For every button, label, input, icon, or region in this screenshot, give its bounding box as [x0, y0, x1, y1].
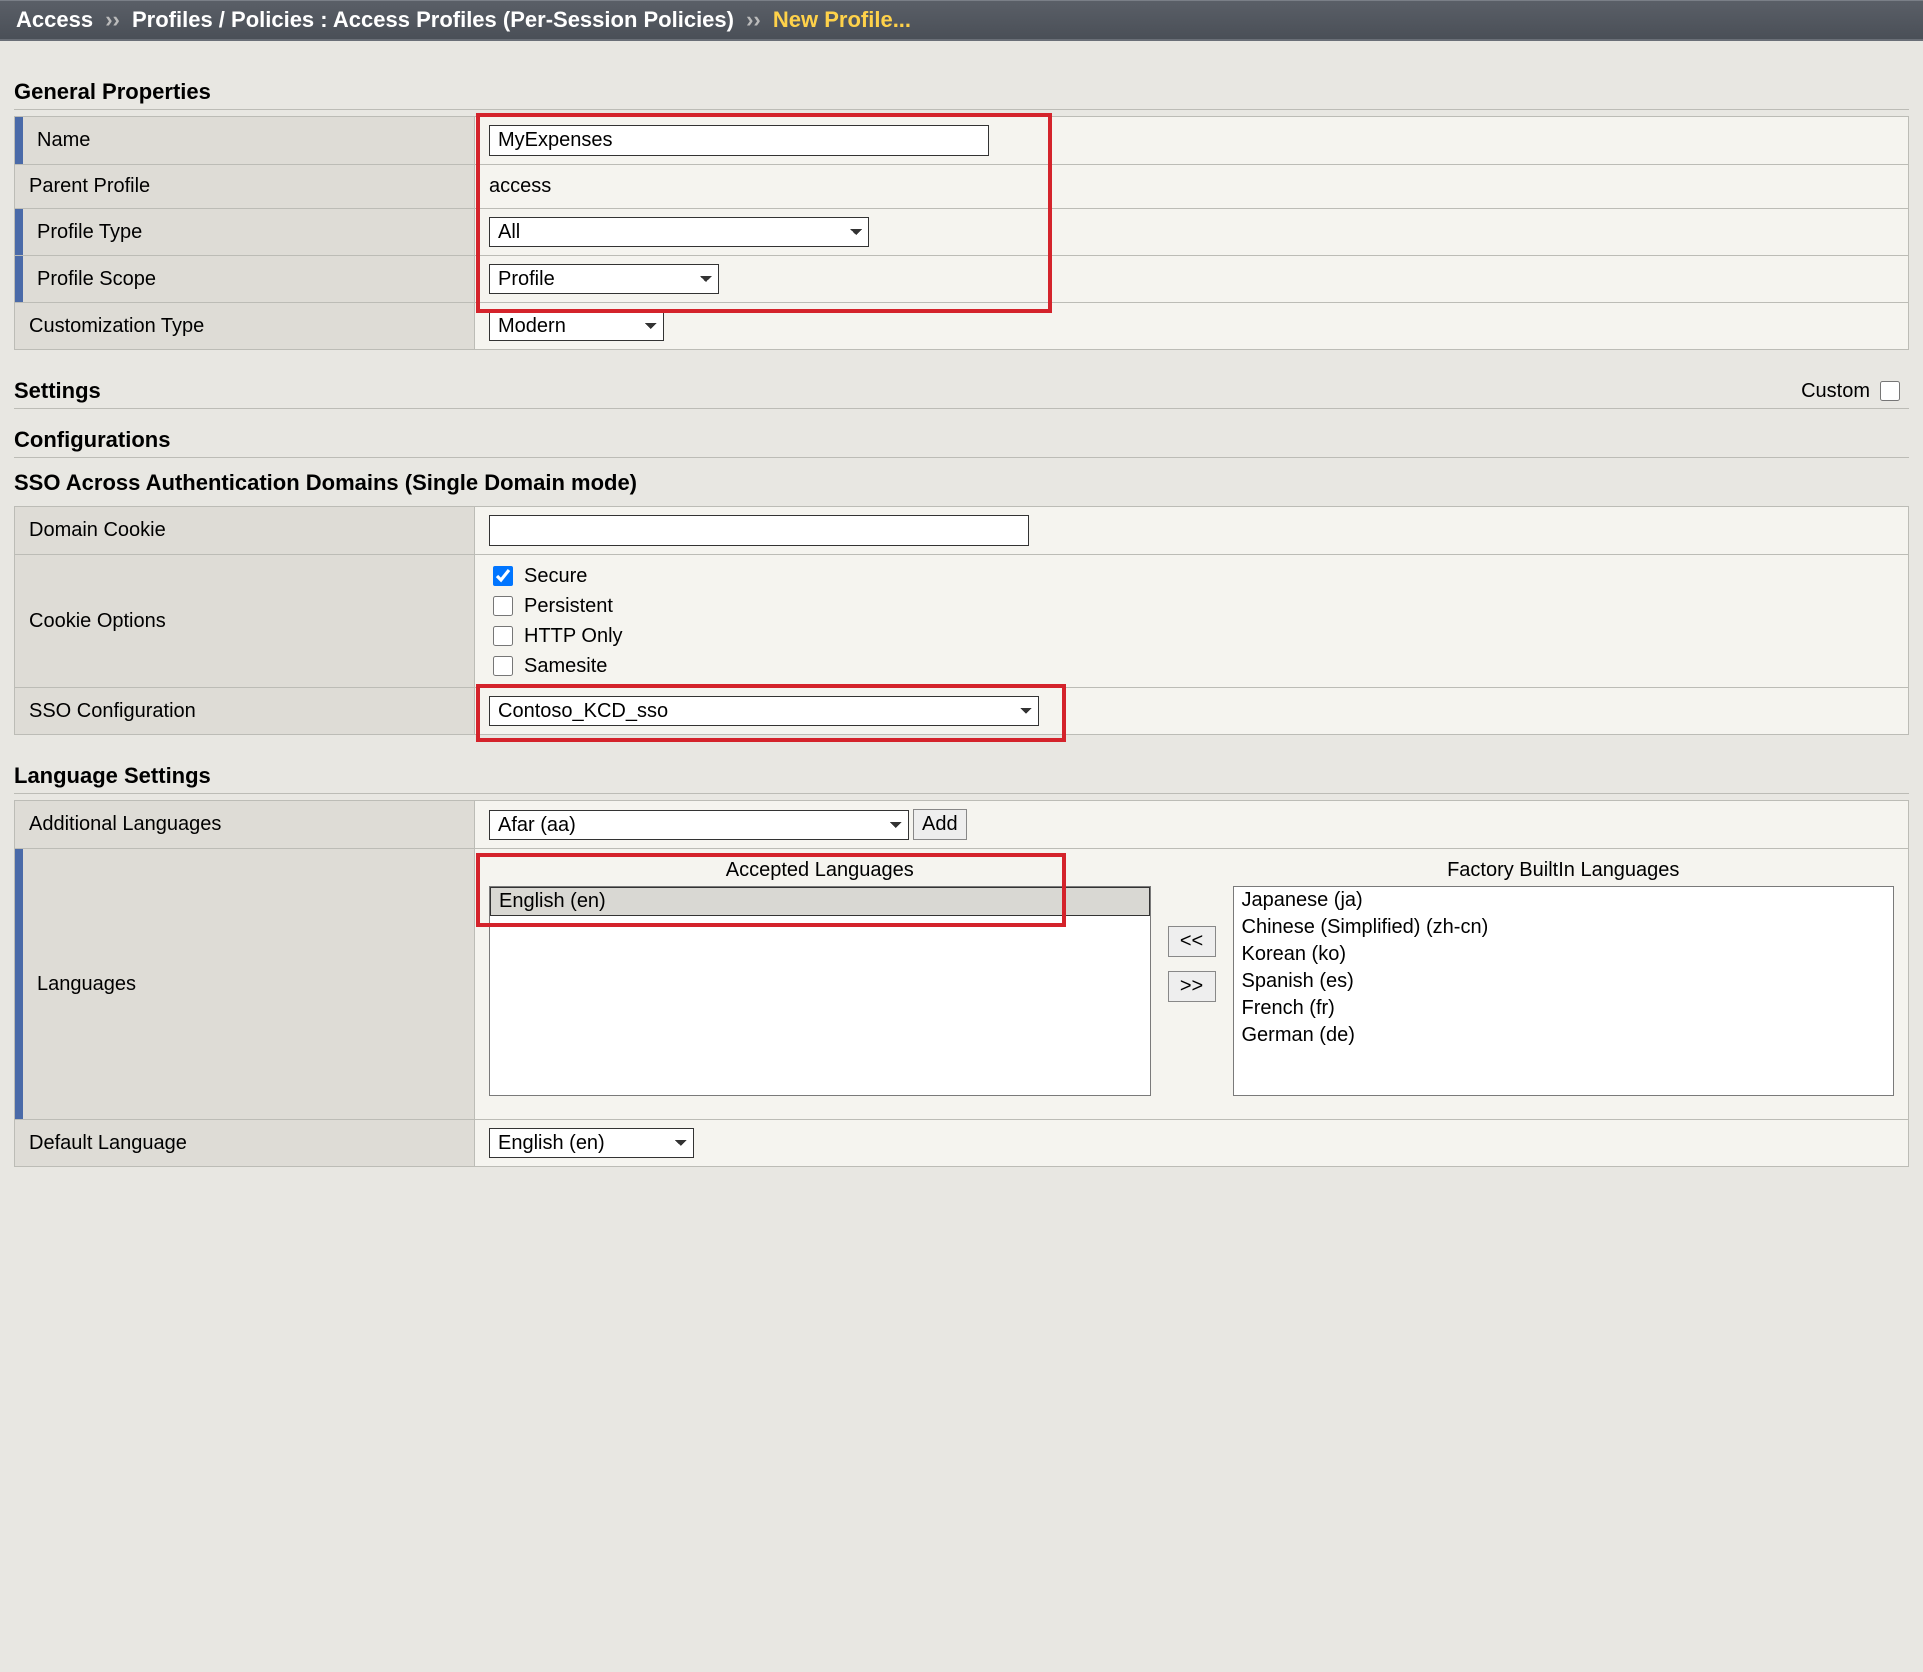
profile-scope-select[interactable]: Profile [489, 264, 719, 294]
factory-languages-list[interactable]: Japanese (ja)Chinese (Simplified) (zh-cn… [1233, 886, 1895, 1096]
breadcrumb-current: New Profile... [773, 7, 911, 32]
breadcrumb-sep-icon: ›› [105, 7, 120, 32]
label-additional-languages: Additional Languages [15, 801, 475, 848]
list-item[interactable]: English (en) [490, 887, 1150, 916]
sso-configuration-select[interactable]: Contoso_KCD_sso [489, 696, 1039, 726]
factory-languages-header: Factory BuiltIn Languages [1233, 859, 1895, 882]
list-item[interactable]: Spanish (es) [1234, 968, 1894, 995]
label-profile-type: Profile Type [15, 209, 475, 255]
move-right-button[interactable]: >> [1168, 971, 1216, 1002]
section-title-settings: Settings [14, 378, 101, 404]
list-item[interactable]: German (de) [1234, 1022, 1894, 1049]
language-table: Additional Languages Afar (aa) Add Langu… [14, 800, 1909, 1167]
settings-header: Settings Custom [14, 378, 1909, 409]
custom-checkbox[interactable] [1880, 381, 1900, 401]
label-default-language: Default Language [15, 1120, 475, 1166]
label-profile-scope: Profile Scope [15, 256, 475, 302]
samesite-checkbox[interactable] [493, 656, 513, 676]
cookie-option-persistent[interactable]: Persistent [489, 593, 613, 619]
list-item[interactable]: Japanese (ja) [1234, 887, 1894, 914]
httponly-checkbox[interactable] [493, 626, 513, 646]
breadcrumb-mid[interactable]: Profiles / Policies : Access Profiles (P… [132, 7, 734, 32]
general-properties-table: Name Parent Profile access Profile Type … [14, 116, 1909, 350]
label-parent-profile: Parent Profile [15, 165, 475, 208]
additional-language-select[interactable]: Afar (aa) [489, 810, 909, 840]
label-name: Name [15, 117, 475, 164]
name-input[interactable] [489, 125, 989, 156]
label-customization-type: Customization Type [15, 303, 475, 349]
accepted-languages-header: Accepted Languages [489, 859, 1151, 882]
label-sso-configuration: SSO Configuration [15, 688, 475, 734]
breadcrumb: Access ›› Profiles / Policies : Access P… [0, 0, 1923, 41]
persistent-checkbox[interactable] [493, 596, 513, 616]
cookie-option-httponly[interactable]: HTTP Only [489, 623, 623, 649]
cookie-option-samesite[interactable]: Samesite [489, 653, 607, 679]
custom-label: Custom [1801, 380, 1870, 403]
accepted-languages-list[interactable]: English (en) [489, 886, 1151, 1096]
move-left-button[interactable]: << [1168, 926, 1216, 957]
list-item[interactable]: Chinese (Simplified) (zh-cn) [1234, 914, 1894, 941]
domain-cookie-input[interactable] [489, 515, 1029, 546]
sso-table: Domain Cookie Cookie Options Secure Pers… [14, 506, 1909, 735]
list-item[interactable]: French (fr) [1234, 995, 1894, 1022]
secure-checkbox[interactable] [493, 566, 513, 586]
add-language-button[interactable]: Add [913, 809, 967, 840]
label-languages: Languages [15, 849, 475, 1119]
cookie-option-secure[interactable]: Secure [489, 563, 587, 589]
breadcrumb-root[interactable]: Access [16, 7, 93, 32]
section-title-configurations: Configurations [14, 427, 1909, 458]
section-title-general: General Properties [14, 79, 1909, 110]
parent-profile-value: access [489, 175, 551, 198]
profile-type-select[interactable]: All [489, 217, 869, 247]
section-title-sso-domains: SSO Across Authentication Domains (Singl… [14, 470, 1909, 500]
section-title-language: Language Settings [14, 763, 1909, 794]
label-cookie-options: Cookie Options [15, 555, 475, 687]
label-domain-cookie: Domain Cookie [15, 507, 475, 554]
default-language-select[interactable]: English (en) [489, 1128, 694, 1158]
customization-type-select[interactable]: Modern [489, 311, 664, 341]
list-item[interactable]: Korean (ko) [1234, 941, 1894, 968]
breadcrumb-sep-icon: ›› [746, 7, 761, 32]
